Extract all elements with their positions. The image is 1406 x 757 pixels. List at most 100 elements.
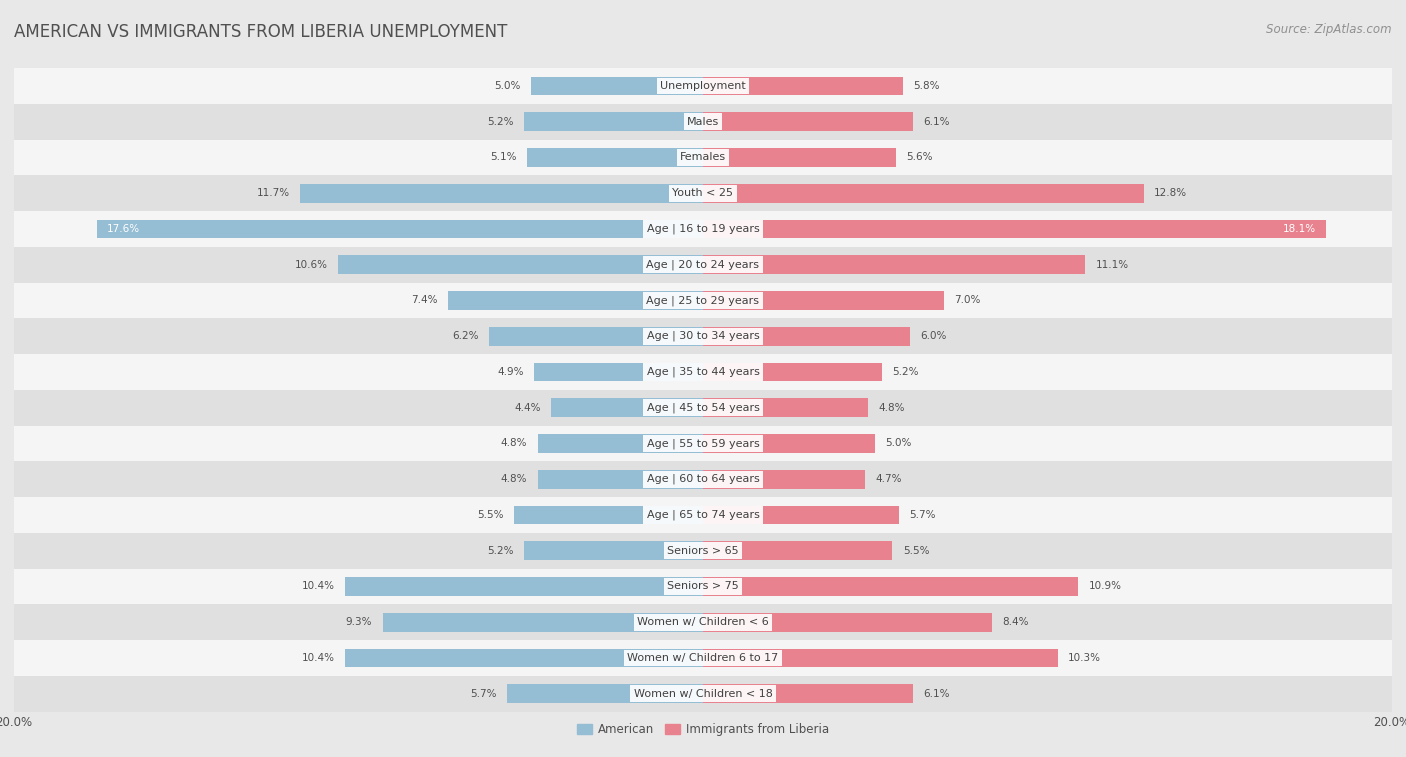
Bar <box>14 425 1392 461</box>
Text: Youth < 25: Youth < 25 <box>672 188 734 198</box>
Text: Age | 45 to 54 years: Age | 45 to 54 years <box>647 403 759 413</box>
Bar <box>703 506 900 525</box>
Text: 5.5%: 5.5% <box>903 546 929 556</box>
Text: Seniors > 65: Seniors > 65 <box>668 546 738 556</box>
Text: 5.2%: 5.2% <box>486 117 513 126</box>
Text: 4.4%: 4.4% <box>515 403 541 413</box>
Bar <box>344 577 703 596</box>
Bar <box>703 291 945 310</box>
Text: Seniors > 75: Seniors > 75 <box>666 581 740 591</box>
Text: Age | 65 to 74 years: Age | 65 to 74 years <box>647 509 759 520</box>
Text: 10.3%: 10.3% <box>1069 653 1101 663</box>
Bar <box>534 363 703 382</box>
Bar <box>14 640 1392 676</box>
Text: 4.8%: 4.8% <box>501 438 527 448</box>
Bar <box>14 604 1392 640</box>
Bar <box>14 139 1392 176</box>
Bar <box>14 247 1392 282</box>
Text: 5.0%: 5.0% <box>886 438 912 448</box>
Text: 10.4%: 10.4% <box>301 653 335 663</box>
Bar <box>337 255 703 274</box>
Bar <box>703 220 1326 238</box>
Bar <box>531 76 703 95</box>
Text: Women w/ Children < 6: Women w/ Children < 6 <box>637 617 769 628</box>
Text: 6.1%: 6.1% <box>924 117 950 126</box>
Text: 4.8%: 4.8% <box>501 474 527 484</box>
Bar <box>703 541 893 560</box>
Text: Unemployment: Unemployment <box>661 81 745 91</box>
Text: 11.7%: 11.7% <box>256 188 290 198</box>
Bar <box>551 398 703 417</box>
Bar <box>97 220 703 238</box>
Bar <box>537 470 703 488</box>
Text: Males: Males <box>688 117 718 126</box>
Text: 17.6%: 17.6% <box>107 224 141 234</box>
Text: 12.8%: 12.8% <box>1154 188 1188 198</box>
Bar <box>703 470 865 488</box>
Bar <box>344 649 703 667</box>
Text: 5.1%: 5.1% <box>491 152 517 163</box>
Bar <box>14 354 1392 390</box>
Bar <box>703 76 903 95</box>
Text: 6.2%: 6.2% <box>453 332 479 341</box>
Text: Age | 25 to 29 years: Age | 25 to 29 years <box>647 295 759 306</box>
Bar <box>14 390 1392 425</box>
Bar <box>703 649 1057 667</box>
Bar <box>524 113 703 131</box>
Bar <box>527 148 703 167</box>
Text: 5.5%: 5.5% <box>477 510 503 520</box>
Bar <box>299 184 703 203</box>
Text: 5.8%: 5.8% <box>912 81 939 91</box>
Legend: American, Immigrants from Liberia: American, Immigrants from Liberia <box>572 718 834 741</box>
Bar <box>14 176 1392 211</box>
Text: Age | 30 to 34 years: Age | 30 to 34 years <box>647 331 759 341</box>
Text: 5.2%: 5.2% <box>486 546 513 556</box>
Bar <box>703 577 1078 596</box>
Bar <box>14 569 1392 604</box>
Text: 5.2%: 5.2% <box>893 367 920 377</box>
Bar <box>703 113 912 131</box>
Bar <box>537 435 703 453</box>
Text: Age | 35 to 44 years: Age | 35 to 44 years <box>647 366 759 377</box>
Text: 7.0%: 7.0% <box>955 295 981 306</box>
Bar <box>513 506 703 525</box>
Text: 6.0%: 6.0% <box>920 332 946 341</box>
Bar <box>703 613 993 631</box>
Text: 8.4%: 8.4% <box>1002 617 1029 628</box>
Bar <box>14 68 1392 104</box>
Text: Women w/ Children 6 to 17: Women w/ Children 6 to 17 <box>627 653 779 663</box>
Text: 7.4%: 7.4% <box>412 295 437 306</box>
Text: 5.7%: 5.7% <box>910 510 936 520</box>
Text: Females: Females <box>681 152 725 163</box>
Bar <box>524 541 703 560</box>
Bar <box>703 363 882 382</box>
Text: 10.9%: 10.9% <box>1088 581 1122 591</box>
Bar <box>14 676 1392 712</box>
Bar <box>703 148 896 167</box>
Bar <box>703 184 1144 203</box>
Text: 4.9%: 4.9% <box>498 367 524 377</box>
Text: Age | 20 to 24 years: Age | 20 to 24 years <box>647 260 759 270</box>
Bar <box>703 255 1085 274</box>
Text: Age | 16 to 19 years: Age | 16 to 19 years <box>647 224 759 234</box>
Text: 4.8%: 4.8% <box>879 403 905 413</box>
Bar <box>14 211 1392 247</box>
Bar <box>14 319 1392 354</box>
Text: 18.1%: 18.1% <box>1284 224 1316 234</box>
Bar <box>703 684 912 703</box>
Bar <box>703 435 875 453</box>
Text: 5.0%: 5.0% <box>494 81 520 91</box>
Bar <box>14 461 1392 497</box>
Text: Age | 55 to 59 years: Age | 55 to 59 years <box>647 438 759 449</box>
Text: 5.6%: 5.6% <box>907 152 932 163</box>
Bar <box>382 613 703 631</box>
Text: 5.7%: 5.7% <box>470 689 496 699</box>
Bar <box>703 398 869 417</box>
Text: Age | 60 to 64 years: Age | 60 to 64 years <box>647 474 759 484</box>
Bar <box>14 533 1392 569</box>
Bar <box>489 327 703 345</box>
Bar <box>14 104 1392 139</box>
Bar <box>14 497 1392 533</box>
Text: Source: ZipAtlas.com: Source: ZipAtlas.com <box>1267 23 1392 36</box>
Bar <box>14 282 1392 319</box>
